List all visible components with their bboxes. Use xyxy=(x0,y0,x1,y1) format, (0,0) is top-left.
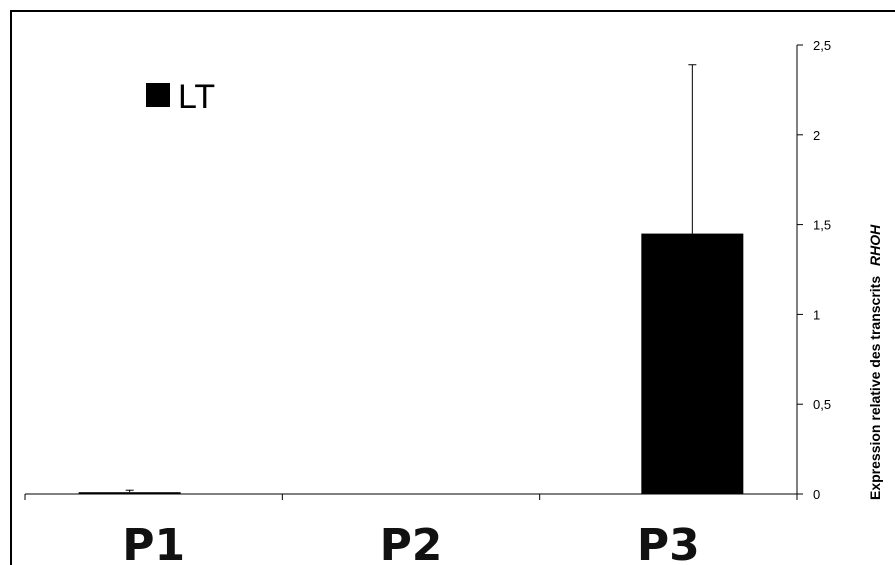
bar xyxy=(78,492,181,494)
x-category-label: P2 xyxy=(380,520,443,565)
bar xyxy=(641,233,744,494)
y-axis-label-gene: RHOH xyxy=(867,224,883,266)
plot-area: 0 0,5 1 1,5 2 2,5 P1 P2 P3 xyxy=(24,38,831,565)
legend: LT xyxy=(146,78,215,116)
chart-border xyxy=(10,10,895,565)
y-tick-label: 1,5 xyxy=(813,218,831,233)
y-axis-label: Expression relative des transcrits RHOH xyxy=(867,224,883,500)
y-tick-label: 2 xyxy=(813,128,820,143)
legend-swatch xyxy=(146,83,170,107)
x-category-label: P1 xyxy=(122,520,185,565)
y-tick-label: 0 xyxy=(813,487,820,502)
y-axis-label-text: Expression relative des transcrits xyxy=(867,276,883,500)
y-tick-label: 0,5 xyxy=(813,397,831,412)
y-tick-label: 2,5 xyxy=(813,38,831,53)
legend-label: LT xyxy=(178,78,215,116)
y-tick-label: 1 xyxy=(813,307,820,322)
x-category-label: P3 xyxy=(637,520,700,565)
